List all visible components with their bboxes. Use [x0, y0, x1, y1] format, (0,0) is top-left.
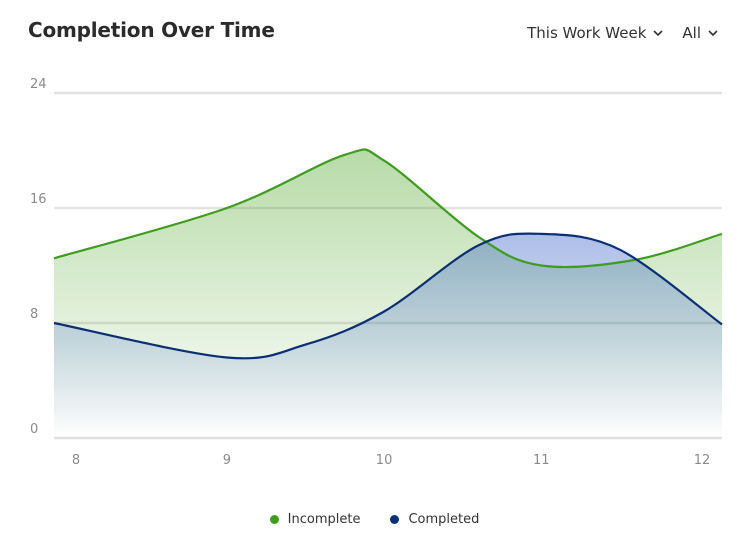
legend-label-completed: Completed [408, 512, 480, 527]
legend-dot-completed [390, 515, 400, 524]
chart-filters: This Work Week All [527, 24, 719, 42]
x-tick-label: 11 [533, 453, 550, 468]
line-completed[interactable] [53, 232, 723, 360]
period-filter-label: This Work Week [527, 24, 647, 42]
x-axis-ticks: 8 9 10 11 12 [72, 453, 710, 468]
period-filter-dropdown[interactable]: This Work Week [527, 24, 664, 42]
y-tick-label: 16 [30, 192, 47, 207]
area-chart: 0 8 16 24 8 9 10 11 12 [30, 77, 723, 468]
scope-filter-label: All [682, 24, 701, 42]
x-tick-label: 9 [223, 453, 231, 468]
legend-item-incomplete[interactable]: Incomplete [269, 512, 361, 527]
y-axis-ticks: 0 8 16 24 [30, 77, 47, 437]
chart-title: Completion Over Time [28, 18, 275, 42]
y-tick-label: 8 [30, 307, 38, 322]
legend-label-incomplete: Incomplete [287, 512, 361, 527]
chevron-down-icon [653, 30, 663, 37]
line-incomplete[interactable] [53, 148, 723, 269]
x-tick-label: 8 [72, 453, 80, 468]
x-tick-label: 10 [376, 453, 393, 468]
chevron-down-icon [708, 30, 718, 37]
y-tick-label: 24 [30, 77, 47, 92]
chart-legend: Incomplete Completed [0, 512, 749, 527]
series-areas [54, 149, 722, 438]
legend-dot-incomplete [269, 515, 279, 524]
x-tick-label: 12 [694, 453, 711, 468]
y-tick-label: 0 [30, 422, 38, 437]
legend-item-completed[interactable]: Completed [390, 512, 479, 527]
scope-filter-dropdown[interactable]: All [682, 24, 719, 42]
series-lines [53, 148, 723, 360]
area-completed [54, 233, 722, 438]
